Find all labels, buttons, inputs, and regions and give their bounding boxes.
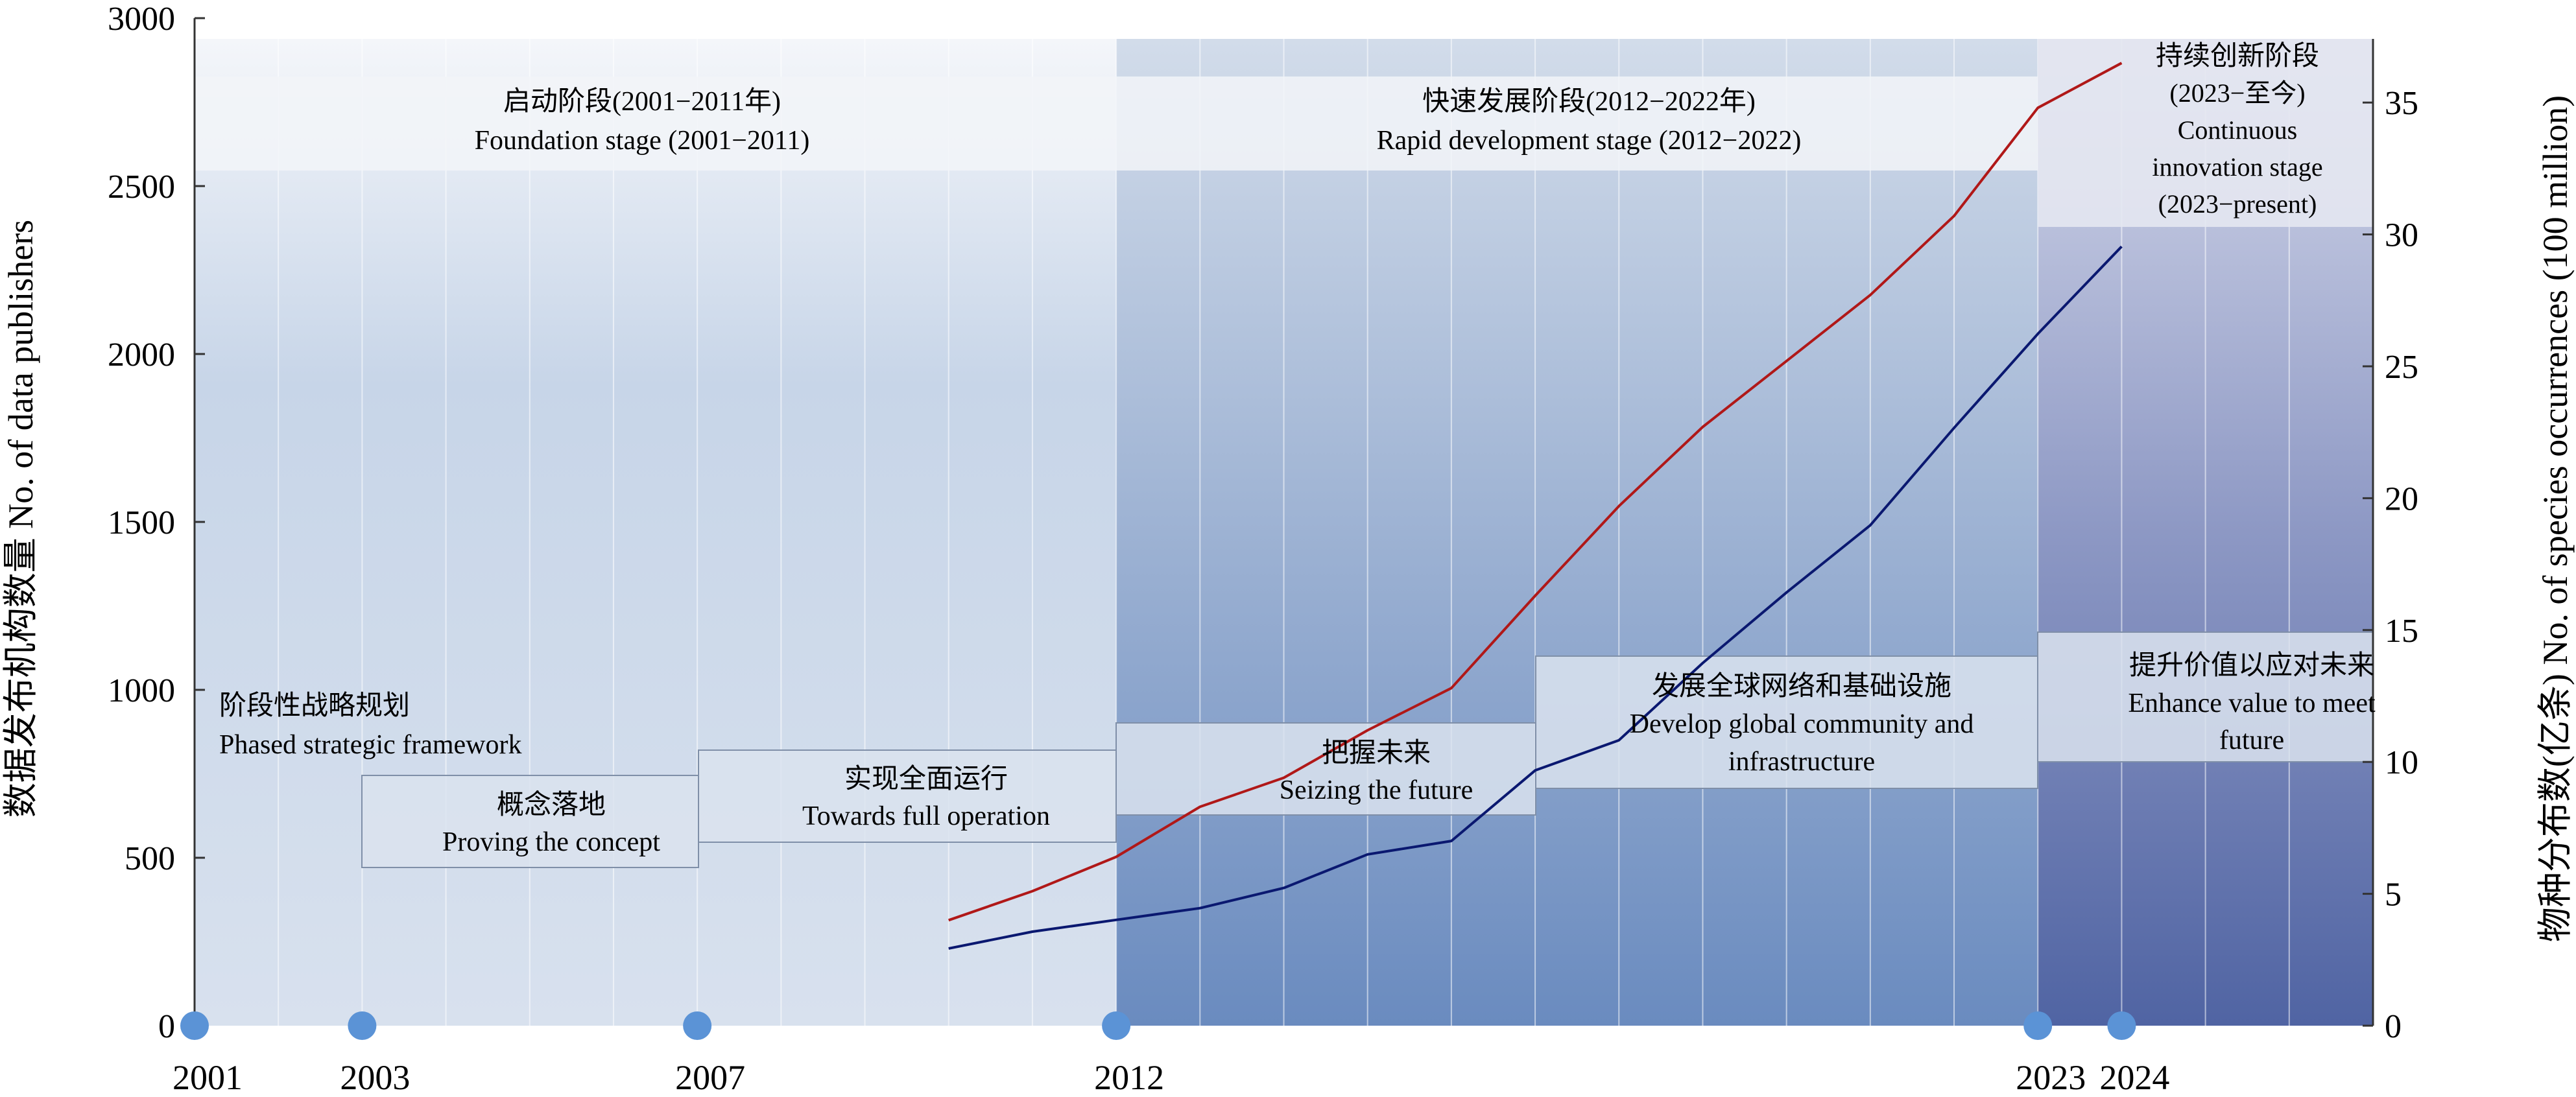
y-tick-label-right: 15 bbox=[2385, 613, 2418, 650]
stage-box-foundation bbox=[195, 77, 1116, 171]
strategy-5-en-2: infrastructure bbox=[1728, 747, 1875, 777]
milestone-marker bbox=[180, 1011, 209, 1040]
x-axis-labels: 2001 2003 2007 2012 2023 2024 bbox=[173, 1058, 2169, 1097]
strategy-5-cn: 发展全球网络和基础设施 bbox=[1652, 671, 1951, 702]
y-tick-label-right: 0 bbox=[2385, 1008, 2402, 1045]
right-axis-ticks: 0 5 10 15 20 25 30 35 bbox=[2363, 85, 2418, 1045]
strategy-6-cn: 提升价值以应对未来 bbox=[2129, 650, 2374, 681]
x-tick-label: 2003 bbox=[340, 1058, 410, 1097]
y-tick-label-left: 2500 bbox=[108, 169, 175, 206]
y-tick-label-right: 5 bbox=[2385, 877, 2402, 914]
y-tick-label-left: 500 bbox=[125, 840, 175, 877]
x-tick-label: 2012 bbox=[1094, 1058, 1164, 1097]
strategy-6-en-1: Enhance value to meet bbox=[2128, 689, 2376, 718]
strategy-2-cn: 概念落地 bbox=[497, 790, 606, 820]
y-tick-label-left: 2000 bbox=[108, 336, 175, 373]
stage-innovation-line-2: Continuous bbox=[2178, 115, 2297, 145]
y-tick-label-right: 25 bbox=[2385, 349, 2418, 386]
x-tick-label: 2007 bbox=[675, 1058, 745, 1097]
stage-box-innovation bbox=[2038, 39, 2373, 227]
stage-rapid-en: Rapid development stage (2012−2022) bbox=[1377, 126, 1802, 156]
stage-innovation-line-1: (2023−至今) bbox=[2169, 78, 2305, 108]
y-tick-label-right: 10 bbox=[2385, 744, 2418, 781]
stage-innovation-cn: 持续创新阶段 bbox=[2156, 41, 2319, 71]
series-line-species-occurrences bbox=[948, 62, 2123, 922]
milestone-marker bbox=[2107, 1011, 2136, 1040]
milestone-marker bbox=[348, 1011, 377, 1040]
milestone-marker bbox=[1102, 1011, 1131, 1040]
strategy-6-en-2: future bbox=[2219, 725, 2284, 755]
y-tick-label-right: 35 bbox=[2385, 85, 2418, 122]
strategy-box-1 bbox=[361, 775, 699, 868]
x-tick-label: 2024 bbox=[2099, 1058, 2169, 1097]
strategy-5-en-1: Develop global community and bbox=[1630, 709, 1974, 739]
stage-foundation-en: Foundation stage (2001−2011) bbox=[475, 126, 810, 156]
y-axis-left-title: 数据发布机构数量 No. of data publishers bbox=[1, 220, 40, 818]
y-tick-label-right: 30 bbox=[2385, 217, 2418, 254]
milestone-markers bbox=[180, 1011, 2136, 1040]
strategy-box-3 bbox=[1115, 722, 1536, 816]
strategy-2-en: Proving the concept bbox=[442, 827, 660, 857]
y-tick-label-left: 1500 bbox=[108, 504, 175, 541]
stage-box-rapid bbox=[1116, 77, 2038, 171]
stage-rapid-cn: 快速发展阶段(2012−2022年) bbox=[1422, 86, 1756, 117]
strategy-4-en: Seizing the future bbox=[1280, 775, 1473, 805]
strategy-3-cn: 实现全面运行 bbox=[844, 764, 1008, 794]
series-line-data-publishers bbox=[948, 245, 2123, 950]
y-tick-label-left: 1000 bbox=[108, 672, 175, 709]
vertical-grid bbox=[278, 39, 2290, 1026]
strategy-3-en: Towards full operation bbox=[802, 801, 1050, 831]
stage-foundation-cn: 启动阶段(2001−2011年) bbox=[503, 86, 781, 117]
y-tick-label-left: 3000 bbox=[108, 1, 175, 38]
stage-bg-foundation bbox=[195, 39, 1116, 1026]
stage-innovation-line-3: innovation stage bbox=[2152, 152, 2322, 182]
y-tick-label-right: 20 bbox=[2385, 480, 2418, 517]
strategy-box-4 bbox=[1535, 655, 2038, 789]
x-tick-label: 2001 bbox=[173, 1058, 243, 1097]
strategy-1-en: Phased strategic framework bbox=[219, 730, 522, 760]
milestone-marker bbox=[683, 1011, 712, 1040]
strategy-4-cn: 把握未来 bbox=[1322, 738, 1431, 768]
x-tick-label: 2023 bbox=[2016, 1058, 2086, 1097]
stage-bg-rapid bbox=[1116, 39, 2038, 1026]
y-tick-label-left: 0 bbox=[158, 1008, 175, 1045]
y-axis-right-title: 物种分布数(亿条) No. of species occurrences (10… bbox=[2536, 95, 2575, 942]
milestone-marker bbox=[2023, 1011, 2053, 1040]
left-axis-ticks: 0 500 1000 1500 2000 2500 3000 bbox=[108, 1, 205, 1045]
stage-innovation-line-4: (2023−present) bbox=[2158, 189, 2317, 218]
strategy-1-cn: 阶段性战略规划 bbox=[219, 691, 410, 721]
strategy-box-5 bbox=[2037, 631, 2374, 762]
